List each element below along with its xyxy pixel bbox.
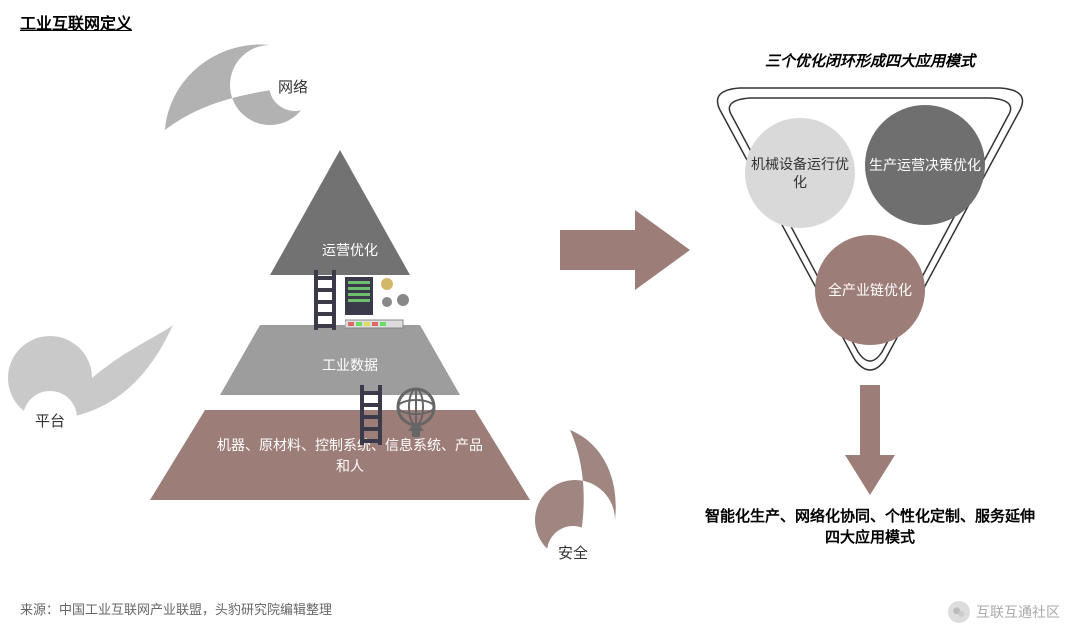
watermark: 互联互通社区 bbox=[948, 601, 1060, 623]
circle3-text: 全产业链优化 bbox=[828, 281, 912, 299]
ladder-icon-lower bbox=[358, 385, 384, 445]
teardrop-security-label: 安全 bbox=[558, 542, 588, 563]
teardrop-security bbox=[500, 430, 650, 600]
circle-chain-opt: 全产业链优化 bbox=[815, 235, 925, 345]
arrow-right-icon bbox=[560, 210, 690, 290]
page-title: 工业互联网定义 bbox=[20, 10, 132, 34]
circle2-text: 生产运营决策优化 bbox=[869, 156, 981, 174]
ladder-icon-upper bbox=[312, 270, 338, 330]
left-diagram: 网络 平台 运营优化 工业数据 机器、原材料、控制系统、信息系统、产品和人 bbox=[90, 40, 590, 570]
wechat-icon bbox=[948, 601, 970, 623]
source-label: 来源：中国工业互联网产业联盟，头豹研究院编辑整理 bbox=[20, 599, 332, 618]
globe-upload-icon bbox=[390, 385, 442, 437]
server-icon bbox=[345, 272, 415, 330]
pyramid-middle-label: 工业数据 bbox=[280, 355, 420, 375]
right-bottom-text: 智能化生产、网络化协同、个性化定制、服务延伸四大应用模式 bbox=[700, 505, 1040, 547]
circle1-text: 机械设备运行优化 bbox=[745, 155, 855, 191]
teardrop-platform-label: 平台 bbox=[35, 410, 65, 431]
circle-equipment-opt: 机械设备运行优化 bbox=[745, 118, 855, 228]
circle-operation-opt: 生产运营决策优化 bbox=[865, 105, 985, 225]
teardrop-network-label: 网络 bbox=[278, 76, 308, 97]
pyramid-bottom-label: 机器、原材料、控制系统、信息系统、产品和人 bbox=[215, 435, 485, 477]
arrow-down-icon bbox=[845, 385, 895, 495]
watermark-text: 互联互通社区 bbox=[976, 602, 1060, 622]
right-title: 三个优化闭环形成四大应用模式 bbox=[700, 50, 1040, 71]
right-diagram: 三个优化闭环形成四大应用模式 机械设备运行优化 生产运营决策优化 全产业链优化 … bbox=[700, 50, 1040, 590]
pyramid-top-label: 运营优化 bbox=[290, 240, 410, 260]
